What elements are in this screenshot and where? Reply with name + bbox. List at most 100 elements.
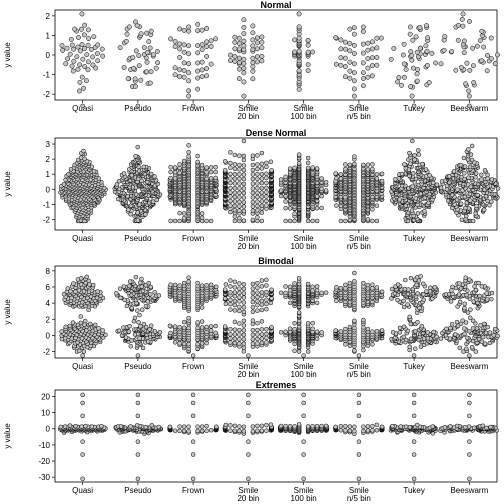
x-tick-label: Smile bbox=[349, 234, 370, 243]
data-point bbox=[213, 323, 218, 329]
data-point bbox=[456, 292, 462, 297]
data-point bbox=[76, 288, 82, 293]
data-point bbox=[241, 195, 247, 200]
data-point bbox=[407, 24, 413, 30]
data-point bbox=[95, 289, 100, 294]
data-point bbox=[370, 342, 375, 347]
data-point bbox=[283, 199, 288, 204]
data-point bbox=[132, 83, 138, 89]
data-point bbox=[449, 49, 455, 55]
data-point bbox=[208, 218, 214, 224]
data-point bbox=[259, 290, 265, 295]
data-point bbox=[177, 283, 182, 288]
data-point bbox=[467, 67, 473, 73]
data-point bbox=[259, 185, 265, 191]
data-point bbox=[223, 422, 229, 428]
data-point bbox=[428, 285, 433, 291]
data-point bbox=[414, 49, 420, 55]
data-point bbox=[186, 61, 192, 67]
data-point bbox=[259, 332, 265, 337]
data-point bbox=[82, 46, 87, 51]
data-point bbox=[305, 155, 311, 161]
data-point bbox=[79, 42, 85, 47]
data-point bbox=[124, 31, 130, 37]
outlier-point bbox=[467, 103, 472, 109]
data-point bbox=[71, 58, 77, 64]
data-point bbox=[228, 336, 233, 341]
data-point bbox=[396, 75, 402, 81]
data-point bbox=[467, 277, 472, 282]
data-point bbox=[283, 205, 288, 211]
data-point bbox=[250, 304, 256, 310]
data-point bbox=[453, 332, 458, 337]
data-point bbox=[360, 76, 366, 81]
data-point bbox=[195, 21, 201, 27]
data-point bbox=[413, 329, 418, 334]
outlier-point bbox=[246, 103, 251, 109]
data-point bbox=[155, 60, 161, 66]
data-point bbox=[63, 61, 69, 67]
data-point bbox=[237, 295, 242, 300]
outlier-point bbox=[190, 353, 196, 358]
data-point bbox=[135, 144, 140, 150]
data-point bbox=[482, 321, 487, 327]
data-point bbox=[264, 203, 269, 208]
data-point bbox=[469, 344, 475, 350]
data-point bbox=[250, 299, 256, 305]
data-point bbox=[213, 36, 219, 42]
data-point bbox=[255, 332, 260, 337]
data-point bbox=[232, 279, 238, 285]
y-tick-label: 2 bbox=[46, 155, 51, 164]
data-point bbox=[186, 279, 191, 284]
data-point bbox=[241, 190, 247, 196]
data-point bbox=[338, 37, 344, 43]
outlier-point bbox=[301, 353, 306, 358]
data-point bbox=[222, 287, 228, 292]
data-point bbox=[408, 161, 413, 167]
data-point bbox=[365, 65, 371, 71]
data-point bbox=[407, 31, 413, 37]
data-point bbox=[172, 428, 178, 433]
data-point bbox=[323, 290, 329, 295]
data-point bbox=[148, 69, 154, 75]
data-point bbox=[84, 52, 90, 58]
data-point bbox=[232, 185, 238, 191]
data-point bbox=[310, 320, 315, 326]
data-point bbox=[214, 284, 219, 290]
outlier-point bbox=[411, 103, 417, 109]
data-point bbox=[232, 171, 238, 177]
data-point bbox=[269, 168, 274, 173]
data-point bbox=[232, 327, 238, 332]
x-tick-label: n/5 bin bbox=[347, 112, 371, 121]
data-point bbox=[138, 77, 144, 83]
data-point bbox=[241, 31, 247, 37]
data-point bbox=[255, 285, 260, 291]
data-point bbox=[347, 75, 353, 81]
data-point bbox=[232, 194, 238, 200]
data-point bbox=[314, 300, 320, 306]
data-point bbox=[186, 149, 191, 155]
data-point bbox=[296, 310, 302, 315]
data-point bbox=[264, 164, 269, 170]
data-point bbox=[264, 185, 269, 191]
data-point bbox=[268, 422, 274, 427]
data-point bbox=[460, 23, 466, 29]
data-point bbox=[365, 56, 371, 62]
data-point bbox=[365, 167, 371, 172]
data-point bbox=[82, 64, 88, 69]
outlier-point bbox=[80, 400, 85, 406]
data-point bbox=[127, 279, 133, 284]
x-tick-label: Smile bbox=[294, 104, 315, 113]
data-point bbox=[255, 336, 260, 342]
data-point bbox=[167, 424, 173, 430]
data-point bbox=[199, 27, 205, 33]
data-point bbox=[75, 44, 81, 50]
data-point bbox=[181, 319, 187, 325]
data-point bbox=[352, 348, 357, 353]
data-point bbox=[241, 17, 247, 23]
data-point bbox=[259, 302, 265, 307]
data-point bbox=[278, 290, 284, 296]
data-point bbox=[351, 78, 357, 84]
data-point bbox=[413, 196, 419, 201]
data-point bbox=[186, 70, 192, 76]
